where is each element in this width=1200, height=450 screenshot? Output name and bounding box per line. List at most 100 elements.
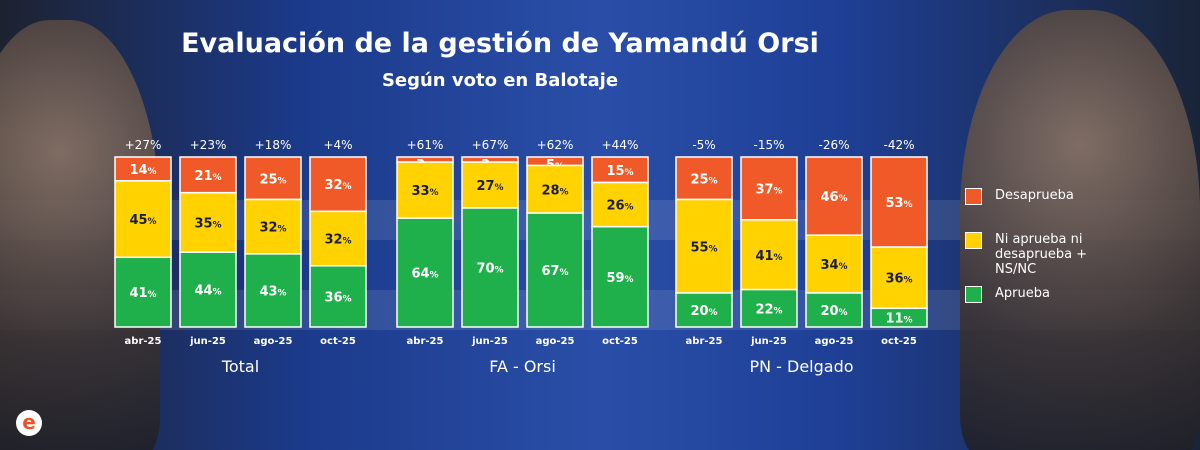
data-label-desaprueba: 14% — [129, 163, 156, 178]
net-balance-label: -5% — [692, 138, 715, 152]
bar-segment-ni — [870, 246, 928, 310]
bar-segment-desaprueba — [870, 156, 928, 248]
net-balance-label: +27% — [125, 138, 162, 152]
data-label-ni: 45% — [129, 213, 156, 228]
bar-segment-aprueba — [805, 292, 863, 328]
bar-segment-desaprueba — [675, 156, 733, 201]
data-label-desaprueba: 21% — [194, 169, 221, 184]
x-tick-label: abr-25 — [125, 336, 162, 347]
bar-segment-ni — [675, 198, 733, 294]
net-balance-label: -26% — [818, 138, 849, 152]
bar-segment-aprueba — [179, 251, 237, 328]
x-tick-label: ago-25 — [815, 336, 854, 347]
data-label-aprueba: 44% — [194, 284, 221, 299]
net-balance-label: +18% — [255, 138, 292, 152]
bar-segment-aprueba — [309, 265, 367, 328]
data-label-ni: 32% — [324, 233, 351, 248]
data-label-desaprueba: 25% — [690, 172, 717, 187]
x-tick-label: oct-25 — [602, 336, 638, 347]
data-label-aprueba: 70% — [476, 262, 503, 277]
bar-segment-desaprueba — [740, 156, 798, 221]
data-label-desaprueba: 53% — [885, 196, 912, 211]
data-label-aprueba: 67% — [541, 264, 568, 279]
legend-label: Aprueba — [995, 286, 1050, 301]
data-label-ni: 27% — [476, 179, 503, 194]
data-label-desaprueba: 46% — [820, 190, 847, 205]
bar-segment-aprueba — [461, 207, 519, 328]
x-tick-label: ago-25 — [536, 336, 575, 347]
net-balance-label: +23% — [190, 138, 227, 152]
data-label-ni: 26% — [606, 199, 633, 214]
bar-segment-ni — [309, 210, 367, 267]
x-tick-label: oct-25 — [320, 336, 356, 347]
legend-swatch — [965, 286, 982, 303]
legend-swatch — [965, 188, 982, 205]
person-photo-right — [960, 10, 1200, 450]
bar-segment-ni — [740, 219, 798, 291]
x-tick-label: ago-25 — [254, 336, 293, 347]
brand-logo: e — [16, 410, 42, 436]
data-label-aprueba: 64% — [411, 267, 438, 282]
data-label-aprueba: 22% — [755, 302, 782, 317]
data-label-desaprueba: 15% — [606, 164, 633, 179]
bar-segment-ni — [805, 234, 863, 294]
data-label-aprueba: 11% — [885, 312, 912, 327]
bar-segment-aprueba — [740, 288, 798, 328]
bar-segment-ni — [591, 181, 649, 228]
data-label-ni: 28% — [541, 183, 568, 198]
bar-segment-desaprueba — [179, 156, 237, 194]
bar-segment-ni — [396, 161, 454, 219]
legend-label: Desaprueba — [995, 188, 1074, 203]
bar-segment-ni — [526, 164, 584, 214]
data-label-ni: 33% — [411, 184, 438, 199]
data-label-desaprueba: 25% — [259, 172, 286, 187]
x-tick-label: oct-25 — [881, 336, 917, 347]
bar-segment-ni — [114, 180, 172, 259]
data-label-desaprueba: 37% — [755, 182, 782, 197]
legend-label: Ni aprueba ni desaprueba + NS/NC — [995, 232, 1088, 277]
data-label-aprueba: 20% — [690, 304, 717, 319]
data-label-desaprueba: 32% — [324, 178, 351, 193]
net-balance-label: -42% — [883, 138, 914, 152]
bar-segment-aprueba — [591, 225, 649, 328]
chart-title: Evaluación de la gestión de Yamandú Orsi — [181, 28, 819, 59]
bar-segment-aprueba — [396, 217, 454, 328]
net-balance-label: +67% — [472, 138, 509, 152]
bar-segment-aprueba — [244, 253, 302, 328]
bar-segment-desaprueba — [309, 156, 367, 213]
net-balance-label: +44% — [602, 138, 639, 152]
x-tick-label: abr-25 — [407, 336, 444, 347]
data-label-aprueba: 59% — [606, 271, 633, 286]
data-label-aprueba: 36% — [324, 290, 351, 305]
net-balance-label: +4% — [323, 138, 352, 152]
data-label-ni: 34% — [820, 258, 847, 273]
x-tick-label: abr-25 — [686, 336, 723, 347]
chart-subtitle: Según voto en Balotaje — [381, 70, 619, 91]
bar-segment-aprueba — [114, 256, 172, 328]
net-balance-label: +61% — [407, 138, 444, 152]
group-label: PN - Delgado — [749, 357, 853, 376]
legend-swatch — [965, 232, 982, 249]
data-label-ni: 32% — [259, 221, 286, 236]
data-label-ni: 35% — [194, 216, 221, 231]
bar-segment-ni — [461, 161, 519, 209]
x-tick-label: jun-25 — [189, 336, 226, 347]
bar-segment-aprueba — [675, 292, 733, 328]
bar-segment-aprueba — [526, 212, 584, 328]
data-label-aprueba: 43% — [259, 284, 286, 299]
data-label-aprueba: 20% — [820, 304, 847, 319]
data-label-ni: 36% — [885, 272, 912, 287]
group-label: Total — [221, 357, 259, 376]
group-label: FA - Orsi — [489, 357, 556, 376]
bar-segment-ni — [244, 198, 302, 255]
data-label-ni: 41% — [755, 249, 782, 264]
net-balance-label: +62% — [537, 138, 574, 152]
net-balance-label: -15% — [753, 138, 784, 152]
data-label-ni: 55% — [690, 240, 717, 255]
x-tick-label: jun-25 — [471, 336, 508, 347]
data-label-aprueba: 41% — [129, 286, 156, 301]
x-tick-label: jun-25 — [750, 336, 787, 347]
bar-segment-aprueba — [870, 307, 928, 328]
